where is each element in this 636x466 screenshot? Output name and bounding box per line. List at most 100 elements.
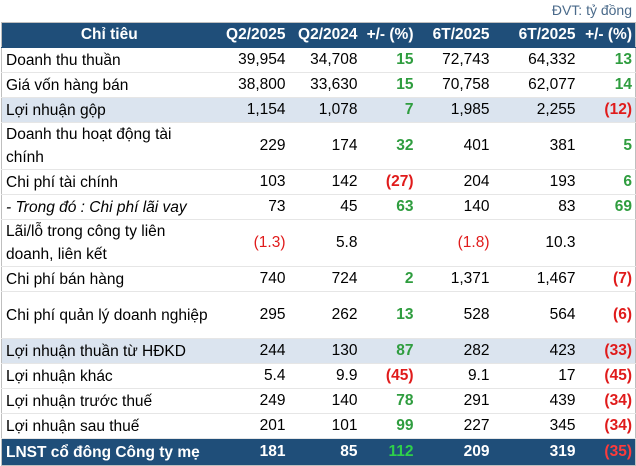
cell-h1-2025: (1.8) xyxy=(416,219,493,267)
row-label: Lợi nhuận trước thuế xyxy=(1,388,217,414)
cell-q2-2024: 140 xyxy=(288,388,361,414)
cell-q2-2024: 9.9 xyxy=(288,363,361,389)
table-row: Giá vốn hàng bán 38,800 33,630 15 70,758 62,0… xyxy=(1,72,636,98)
cell-h1-2025: 528 xyxy=(416,291,493,339)
header-q-change: +/- (%) xyxy=(360,22,417,48)
row-label: Lợi nhuận sau thuế xyxy=(1,413,217,439)
cell-q2-2024: 33,630 xyxy=(288,72,361,98)
header-q2-2025: Q2/2025 xyxy=(216,22,289,48)
cell-h1-2025: 227 xyxy=(416,413,493,439)
header-q2-2024: Q2/2024 xyxy=(288,22,361,48)
cell-h1-2025: 291 xyxy=(416,388,493,414)
cell-h1-2025: 72,743 xyxy=(416,47,493,73)
row-label: Doanh thu thuần xyxy=(1,47,217,73)
cell-q2-2024: 724 xyxy=(288,266,361,292)
cell-q2-2025: 181 xyxy=(216,438,289,466)
cell-h1-prev: 564 xyxy=(492,291,579,339)
cell-q2-2025: 5.4 xyxy=(216,363,289,389)
cell-h1-2025: 140 xyxy=(416,194,493,220)
cell-h1-prev: 64,332 xyxy=(492,47,579,73)
header-h1-prev: 6T/2025 xyxy=(492,22,579,48)
cell-h1-prev: 345 xyxy=(492,413,579,439)
cell-q-change: 32 xyxy=(360,122,417,170)
cell-q2-2025: 201 xyxy=(216,413,289,439)
cell-h1-prev: 17 xyxy=(492,363,579,389)
cell-h1-prev: 2,255 xyxy=(492,97,579,123)
cell-q-change: 7 xyxy=(360,97,417,123)
row-label: Lãi/lỗ trong công ty liên doanh, liên kế… xyxy=(1,219,217,267)
cell-q2-2025: 1,154 xyxy=(216,97,289,123)
cell-h1-2025: 1,985 xyxy=(416,97,493,123)
cell-h1-prev: 423 xyxy=(492,338,579,364)
row-label: LNST cổ đông Công ty mẹ xyxy=(1,438,217,466)
cell-q-change xyxy=(360,219,417,267)
table-row: Chi phí quản lý doanh nghiệp 295 262 13 528 5… xyxy=(1,291,636,339)
cell-h1-prev: 62,077 xyxy=(492,72,579,98)
cell-h-change: (45) xyxy=(578,363,636,389)
cell-q2-2025: 39,954 xyxy=(216,47,289,73)
cell-h1-2025: 209 xyxy=(416,438,493,466)
cell-q-change: 13 xyxy=(360,291,417,339)
cell-h-change xyxy=(578,219,636,267)
table-row: LNST cổ đông Công ty mẹ 181 85 112 209 319 (35… xyxy=(1,438,636,466)
cell-q2-2024: 34,708 xyxy=(288,47,361,73)
cell-h-change: (34) xyxy=(578,413,636,439)
table-row: Lợi nhuận thuần từ HĐKD 244 130 87 282 423 (33… xyxy=(1,338,636,364)
cell-q-change: 15 xyxy=(360,47,417,73)
cell-h1-2025: 9.1 xyxy=(416,363,493,389)
cell-h1-2025: 401 xyxy=(416,122,493,170)
cell-h-change: 69 xyxy=(578,194,636,220)
cell-h-change: (7) xyxy=(578,266,636,292)
row-label: Chi phí tài chính xyxy=(1,169,217,195)
header-row: Chỉ tiêu Q2/2025 Q2/2024 +/- (%) 6T/2025… xyxy=(1,22,636,48)
table-row: Chi phí tài chính 103 142 (27) 204 193 6 xyxy=(1,169,636,195)
cell-q2-2024: 85 xyxy=(288,438,361,466)
cell-h-change: (35) xyxy=(578,438,636,466)
row-label: Lợi nhuận khác xyxy=(1,363,217,389)
cell-h1-2025: 282 xyxy=(416,338,493,364)
table-row: Lợi nhuận trước thuế 249 140 78 291 439 (34) xyxy=(1,388,636,414)
financial-table: Chỉ tiêu Q2/2025 Q2/2024 +/- (%) 6T/2025… xyxy=(1,22,636,466)
row-label: - Trong đó : Chi phí lãi vay xyxy=(1,194,217,220)
cell-q-change: 2 xyxy=(360,266,417,292)
table-row: Lợi nhuận sau thuế 201 101 99 227 345 (34) xyxy=(1,413,636,439)
row-label: Lợi nhuận thuần từ HĐKD xyxy=(1,338,217,364)
cell-q2-2024: 174 xyxy=(288,122,361,170)
cell-q2-2024: 45 xyxy=(288,194,361,220)
cell-h1-prev: 10.3 xyxy=(492,219,579,267)
cell-h1-prev: 1,467 xyxy=(492,266,579,292)
table-row: Chi phí bán hàng 740 724 2 1,371 1,467 (7) xyxy=(1,266,636,292)
cell-q-change: 63 xyxy=(360,194,417,220)
table-row: Lãi/lỗ trong công ty liên doanh, liên kế… xyxy=(1,219,636,267)
cell-q2-2024: 5.8 xyxy=(288,219,361,267)
cell-q2-2025: 73 xyxy=(216,194,289,220)
cell-q2-2024: 1,078 xyxy=(288,97,361,123)
header-indicator: Chỉ tiêu xyxy=(1,22,217,48)
cell-h1-2025: 1,371 xyxy=(416,266,493,292)
cell-q-change: 78 xyxy=(360,388,417,414)
cell-q2-2025: 249 xyxy=(216,388,289,414)
cell-q2-2025: 740 xyxy=(216,266,289,292)
cell-q-change: (27) xyxy=(360,169,417,195)
cell-h1-prev: 439 xyxy=(492,388,579,414)
row-label: Doanh thu hoạt động tài chính xyxy=(1,122,217,170)
cell-q2-2024: 130 xyxy=(288,338,361,364)
header-h-change: +/- (%) xyxy=(578,22,636,48)
cell-h1-prev: 83 xyxy=(492,194,579,220)
cell-h1-2025: 70,758 xyxy=(416,72,493,98)
cell-q-change: (45) xyxy=(360,363,417,389)
cell-h-change: 14 xyxy=(578,72,636,98)
row-label: Chi phí quản lý doanh nghiệp xyxy=(1,291,217,339)
cell-q2-2025: 38,800 xyxy=(216,72,289,98)
header-h1-2025: 6T/2025 xyxy=(416,22,493,48)
cell-h-change: (33) xyxy=(578,338,636,364)
cell-h-change: 6 xyxy=(578,169,636,195)
cell-h1-prev: 381 xyxy=(492,122,579,170)
row-label: Chi phí bán hàng xyxy=(1,266,217,292)
cell-q2-2024: 262 xyxy=(288,291,361,339)
cell-q2-2024: 142 xyxy=(288,169,361,195)
cell-h1-prev: 319 xyxy=(492,438,579,466)
table-row: - Trong đó : Chi phí lãi vay 73 45 63 140 83 6… xyxy=(1,194,636,220)
cell-h-change: 5 xyxy=(578,122,636,170)
table-row: Lợi nhuận khác 5.4 9.9 (45) 9.1 17 (45) xyxy=(1,363,636,389)
